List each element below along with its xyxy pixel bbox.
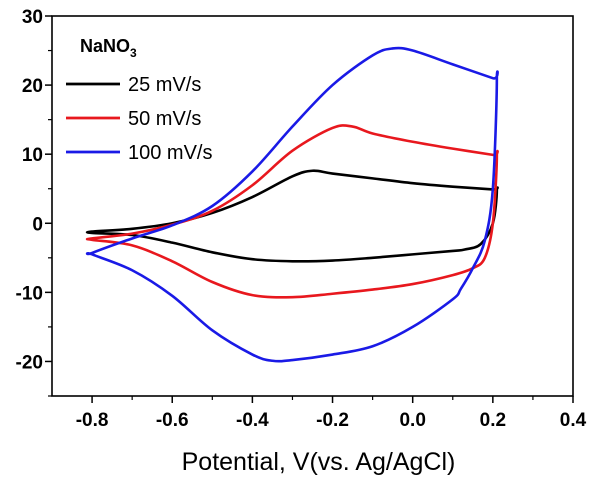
y-tick-label: 20 [22,76,43,97]
series-line-2 [85,124,499,299]
x-axis-title: Potential, V(vs. Ag/AgCl) [182,448,456,476]
x-tick-label: 0.0 [399,410,425,431]
legend-title-subscript: 3 [130,46,137,60]
legend-title: NaNO3 [80,36,137,60]
series-line-1 [85,169,499,263]
legend-title-main: NaNO [80,36,130,56]
x-tick-label: -0.6 [156,410,189,431]
y-tick-label: -10 [16,283,43,304]
x-tick-label: -0.8 [76,410,109,431]
legend: NaNO3 25 mV/s 50 mV/s 100 mV/s [66,36,212,164]
y-tick-label: 0 [32,214,43,235]
y-tick-label: 30 [22,7,43,28]
series-line-3 [85,46,499,363]
labels-layer: -0.8 -0.6 -0.4 -0.2 0.0 0.2 0.4 -20 -10 0 10 20 30 [16,7,587,431]
x-tick-label: 0.2 [480,410,506,431]
x-tick-label: -0.4 [236,410,269,431]
x-tick-label: -0.2 [316,410,349,431]
y-tick-label: 10 [22,145,43,166]
curves-layer [85,46,499,363]
plot-frame [51,15,574,397]
y-tick-label: -20 [16,352,43,373]
x-tick-label: 0.4 [560,410,587,431]
legend-label-1: 25 mV/s [128,74,201,96]
legend-label-3: 100 mV/s [128,142,212,164]
legend-label-2: 50 mV/s [128,108,201,130]
legend-entries: 25 mV/s 50 mV/s 100 mV/s [66,74,212,164]
ticks-layer [45,15,574,403]
